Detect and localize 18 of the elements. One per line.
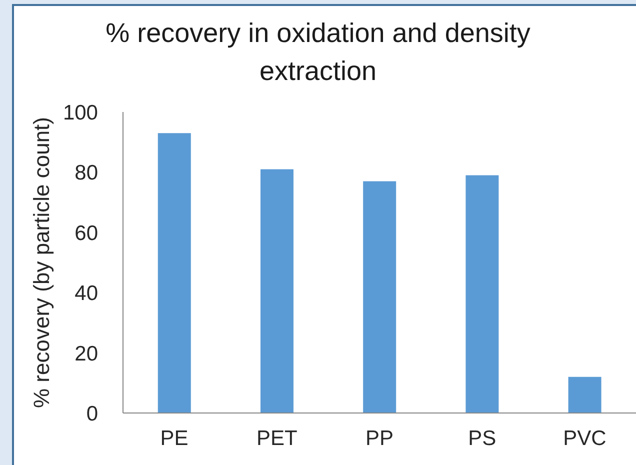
y-tick-label: 40 <box>74 282 98 306</box>
y-tick-label: 80 <box>74 162 98 185</box>
bar <box>260 169 294 413</box>
bar <box>363 181 396 413</box>
x-tick-label: PVC <box>563 426 606 450</box>
y-axis-title: % recovery (by particle count) <box>28 117 54 408</box>
x-tick-label: PE <box>160 426 188 450</box>
bar <box>568 376 602 413</box>
y-tick-label: 60 <box>74 222 98 245</box>
chart-title: % recovery in oxidation and density extraction <box>104 17 532 88</box>
x-tick-label: PS <box>468 426 496 450</box>
bar <box>158 133 191 413</box>
bar <box>466 175 499 413</box>
y-tick-label: 100 <box>62 101 98 124</box>
y-tick-label: 0 <box>86 402 98 426</box>
y-tick-label: 20 <box>74 342 98 366</box>
x-tick-label: PP <box>365 426 394 450</box>
x-tick-label: PET <box>256 426 298 450</box>
